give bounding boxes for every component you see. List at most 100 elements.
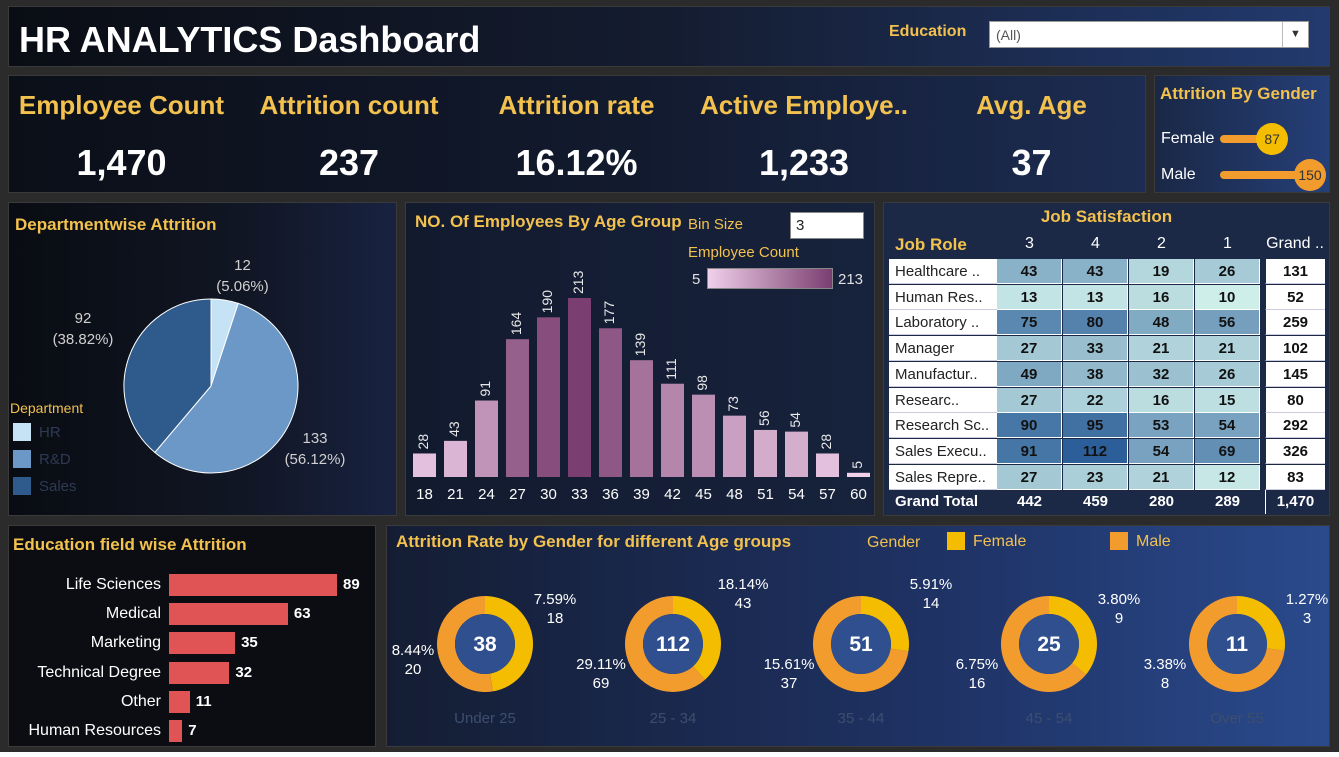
- age-bar-60[interactable]: [847, 472, 870, 477]
- heatmap-cell[interactable]: 13: [1063, 284, 1128, 310]
- age-bar-18[interactable]: [413, 453, 436, 477]
- legend-label-hr[interactable]: HR: [39, 424, 61, 441]
- donut-female-slice[interactable]: [485, 596, 533, 692]
- heatmap-cell[interactable]: 19: [1129, 259, 1194, 284]
- edu-label-3: Technical Degree: [37, 663, 161, 681]
- heatmap-cell[interactable]: 69: [1195, 438, 1260, 464]
- heatmap-cell[interactable]: 56: [1195, 310, 1260, 336]
- age-bar-39[interactable]: [630, 360, 653, 477]
- age-bar-45[interactable]: [692, 394, 715, 477]
- heatmap-cell[interactable]: 54: [1195, 413, 1260, 439]
- heatmap-cell[interactable]: 75: [997, 310, 1062, 336]
- heatmap-cell[interactable]: 112: [1063, 438, 1128, 464]
- edu-bar-5[interactable]: [169, 720, 183, 742]
- heatmap-cell[interactable]: 43: [997, 259, 1062, 284]
- age-bar-48[interactable]: [723, 415, 746, 477]
- heatmap-cell[interactable]: 80: [1063, 310, 1128, 336]
- age-bar-24[interactable]: [475, 400, 498, 477]
- heatmap-cell[interactable]: 22: [1063, 387, 1128, 413]
- donut-female-slice[interactable]: [673, 596, 721, 680]
- pie-slice-sales[interactable]: [123, 298, 212, 454]
- footer-total-4: 459: [1082, 493, 1109, 510]
- heatmap-cell[interactable]: 21: [1195, 336, 1260, 362]
- age-bar-30[interactable]: [537, 317, 560, 477]
- heatmap-cell[interactable]: 16: [1129, 284, 1194, 310]
- donut-male-slice[interactable]: [436, 596, 493, 692]
- legend-label-female[interactable]: Female: [973, 533, 1027, 550]
- job-role-cell[interactable]: Research Sc..: [889, 413, 997, 439]
- col-header-4[interactable]: 4: [1091, 235, 1100, 252]
- heatmap-cell[interactable]: 48: [1129, 310, 1194, 336]
- age-bar-57[interactable]: [816, 453, 839, 477]
- edu-bar-2[interactable]: [169, 632, 236, 655]
- heatmap-cell[interactable]: 15: [1195, 387, 1260, 413]
- heatmap-cell[interactable]: 13: [997, 284, 1062, 310]
- donut-female-slice[interactable]: [1237, 596, 1285, 651]
- heatmap-cell[interactable]: 23: [1063, 464, 1128, 490]
- age-bar-33[interactable]: [568, 298, 591, 477]
- col-header-3[interactable]: 3: [1025, 235, 1034, 252]
- gender-bar-male[interactable]: [1220, 171, 1310, 179]
- job-role-cell[interactable]: Manager: [889, 336, 997, 362]
- edu-value-4: 11: [195, 692, 212, 710]
- heatmap-cell[interactable]: 49: [997, 361, 1062, 387]
- heatmap-cell[interactable]: 10: [1195, 284, 1260, 310]
- edu-bar-4[interactable]: [169, 690, 190, 713]
- heatmap-cell[interactable]: 26: [1195, 361, 1260, 387]
- job-role-cell[interactable]: Healthcare ..: [889, 259, 997, 284]
- heatmap-cell[interactable]: 90: [997, 413, 1062, 439]
- heatmap-cell[interactable]: 27: [997, 387, 1062, 413]
- edu-bar-3[interactable]: [169, 661, 230, 684]
- heatmap-cell[interactable]: 91: [997, 438, 1062, 464]
- job-role-cell[interactable]: Sales Repre..: [889, 464, 997, 490]
- heatmap-cell[interactable]: 21: [1129, 464, 1194, 490]
- chevron-down-icon[interactable]: ▼: [1282, 22, 1308, 47]
- pie-slice-rd[interactable]: [154, 302, 299, 474]
- bin-size-label: Bin Size: [688, 216, 744, 233]
- heatmap-cell[interactable]: 27: [997, 336, 1062, 362]
- col-header-1[interactable]: 1: [1223, 235, 1232, 252]
- age-bar-51[interactable]: [754, 429, 777, 477]
- heatmap-cell[interactable]: 21: [1129, 336, 1194, 362]
- legend-label-rd[interactable]: R&D: [39, 451, 71, 468]
- job-role-cell[interactable]: Researc..: [889, 387, 997, 413]
- pie-label-sales-percent: (38.82%): [52, 331, 114, 348]
- age-bar-36[interactable]: [599, 328, 622, 477]
- job-role-cell[interactable]: Laboratory ..: [889, 310, 997, 336]
- col-header-2[interactable]: 2: [1157, 235, 1166, 252]
- job-role-cell[interactable]: Manufactur..: [889, 361, 997, 387]
- donut-female-slice[interactable]: [1049, 596, 1097, 675]
- age-bar-42[interactable]: [661, 383, 684, 477]
- bin-size-input[interactable]: 3: [790, 212, 864, 239]
- donut-male-slice[interactable]: [813, 596, 909, 692]
- edu-bar-0[interactable]: [169, 574, 337, 596]
- donut-male-slice[interactable]: [625, 596, 705, 692]
- heatmap-cell[interactable]: 38: [1063, 361, 1128, 387]
- education-filter-dropdown[interactable]: (All) ▼: [989, 21, 1309, 48]
- heatmap-cell[interactable]: 27: [997, 464, 1062, 490]
- heatmap-cell[interactable]: 32: [1129, 361, 1194, 387]
- job-role-cell[interactable]: Sales Execu..: [889, 438, 997, 464]
- legend-label-sales[interactable]: Sales: [39, 478, 77, 495]
- age-bar-21[interactable]: [444, 440, 467, 477]
- donut-male-slice[interactable]: [1001, 596, 1086, 692]
- heatmap-cell[interactable]: 95: [1063, 413, 1128, 439]
- legend-label-male[interactable]: Male: [1136, 533, 1171, 550]
- heatmap-cell[interactable]: 54: [1129, 438, 1194, 464]
- donut-male-pct: 15.61%: [763, 656, 815, 673]
- edu-bar-1[interactable]: [169, 603, 288, 626]
- age-bar-27[interactable]: [506, 339, 529, 477]
- heatmap-cell[interactable]: 53: [1129, 413, 1194, 439]
- heatmap-cell[interactable]: 16: [1129, 387, 1194, 413]
- gender-bar-female[interactable]: [1220, 135, 1273, 143]
- heatmap-cell[interactable]: 33: [1063, 336, 1128, 362]
- col-header-grand-total[interactable]: Grand ..: [1266, 235, 1324, 252]
- age-bar-label-27: 164: [508, 312, 524, 336]
- donut-female-slice[interactable]: [861, 596, 909, 652]
- heatmap-cell[interactable]: 12: [1195, 464, 1260, 490]
- donut-male-slice[interactable]: [1189, 596, 1285, 692]
- heatmap-cell[interactable]: 43: [1063, 259, 1128, 284]
- age-bar-54[interactable]: [785, 431, 808, 477]
- job-role-cell[interactable]: Human Res..: [889, 284, 997, 310]
- heatmap-cell[interactable]: 26: [1195, 259, 1260, 284]
